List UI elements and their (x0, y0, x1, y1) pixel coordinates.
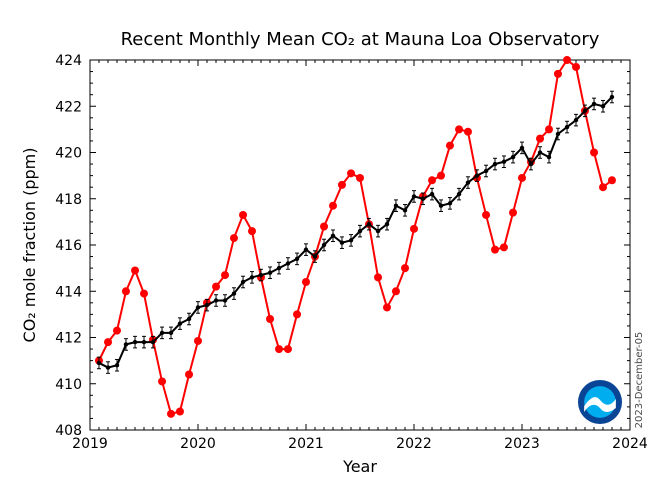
x-tick-label: 2020 (180, 436, 216, 452)
y-tick-label: 408 (55, 423, 82, 439)
y-tick-label: 414 (55, 284, 82, 300)
date-stamp: 2023-December-05 (634, 332, 645, 429)
y-tick-label: 412 (55, 331, 82, 347)
noaa-logo-icon (578, 380, 622, 424)
chart-title: Recent Monthly Mean CO₂ at Mauna Loa Obs… (121, 29, 600, 50)
y-tick-label: 420 (55, 146, 82, 162)
y-tick-label: 422 (55, 99, 82, 115)
y-tick-label: 418 (55, 192, 82, 208)
x-tick-label: 2021 (288, 436, 324, 452)
co2-chart: 201920202021202220232024 408410412414416… (0, 0, 665, 500)
plot-area (90, 60, 630, 430)
y-tick-label: 410 (55, 377, 82, 393)
x-axis-label: Year (342, 457, 377, 476)
y-tick-label: 424 (55, 53, 82, 69)
y-axis-label: CO₂ mole fraction (ppm) (20, 148, 39, 343)
x-tick-label: 2022 (396, 436, 432, 452)
x-tick-label: 2023 (504, 436, 540, 452)
x-tick-label: 2024 (612, 436, 648, 452)
y-tick-label: 416 (55, 238, 82, 254)
